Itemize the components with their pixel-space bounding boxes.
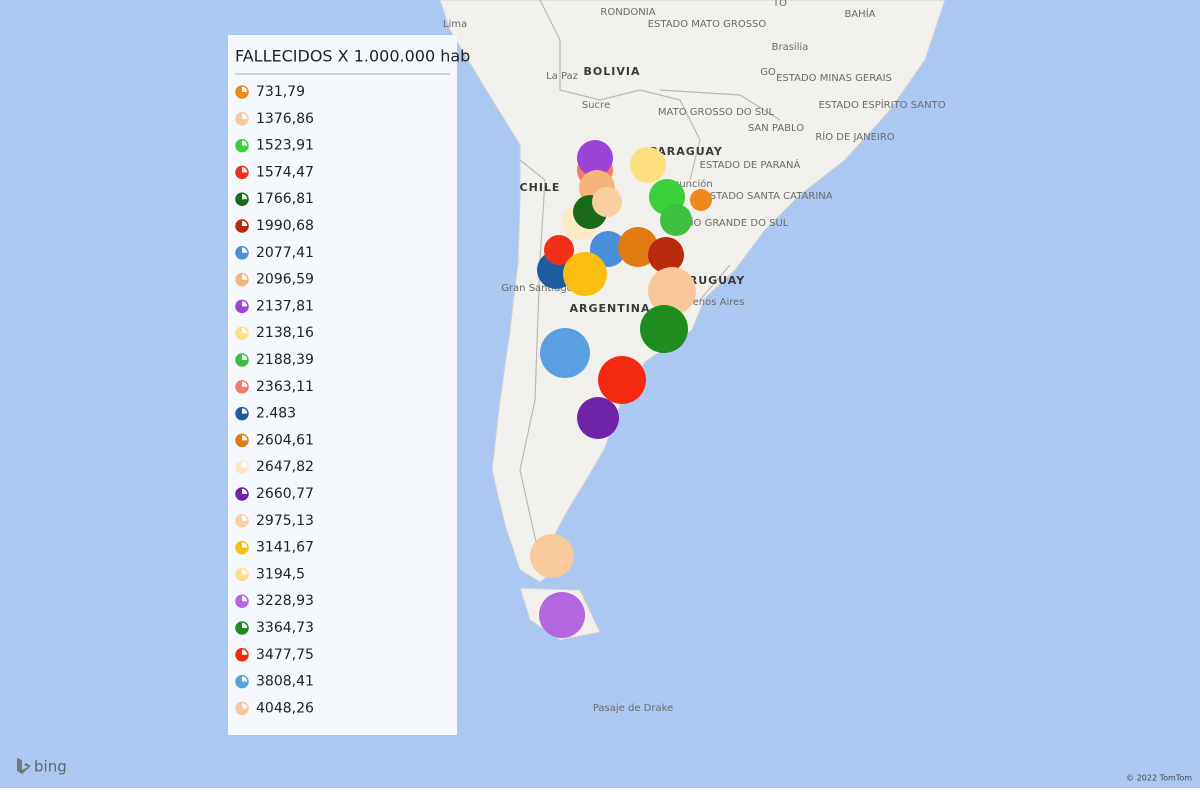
- legend-icon: [236, 461, 248, 474]
- map-label: RÍO DE JANEIRO: [815, 130, 894, 143]
- legend-icon: [236, 702, 248, 715]
- bubble: [592, 187, 622, 217]
- legend-icon: [236, 112, 248, 125]
- map-label: SAN PABLO: [748, 123, 804, 134]
- legend-icon: [236, 541, 248, 554]
- bubble: [539, 592, 585, 638]
- map-label: RONDONIA: [600, 7, 655, 18]
- legend-label: 2188,39: [256, 352, 314, 368]
- legend-icon: [236, 434, 248, 447]
- legend-label: 1376,86: [256, 111, 314, 127]
- legend-label: 3808,41: [256, 674, 314, 690]
- legend-label: 2975,13: [256, 513, 314, 529]
- map-label: ESTADO MINAS GERAIS: [776, 73, 892, 84]
- legend-label: 2077,41: [256, 245, 314, 261]
- legend-label: 731,79: [256, 84, 305, 100]
- legend-label: 1574,47: [256, 164, 314, 180]
- legend-label: 3228,93: [256, 593, 314, 609]
- bubble: [544, 235, 574, 265]
- legend-label: 1523,91: [256, 138, 314, 154]
- legend-label: 2138,16: [256, 325, 314, 341]
- bubble: [690, 189, 712, 211]
- map-label: URUGUAY: [679, 274, 745, 287]
- map-label: Pasaje de Drake: [593, 703, 673, 714]
- bubble: [630, 147, 666, 183]
- bubble: [530, 534, 574, 578]
- legend-icon: [236, 193, 248, 206]
- map-label: Gran Santiago: [501, 283, 573, 294]
- legend-icon: [236, 407, 248, 420]
- legend-icon: [236, 139, 248, 152]
- map-label: ESTADO SANTA CATARINA: [703, 191, 832, 202]
- bubble: [660, 204, 692, 236]
- map-label: MATO GROSSO DO SUL: [658, 107, 775, 118]
- bubble: [577, 140, 613, 176]
- brand: bing: [34, 758, 67, 776]
- legend-label: 3194,5: [256, 566, 305, 582]
- bubble: [648, 267, 696, 315]
- legend-label: 4048,26: [256, 700, 314, 716]
- bubble: [598, 356, 646, 404]
- map-label: Brasilia: [772, 42, 809, 53]
- map-label: ESTADO ESPÍRITO SANTO: [818, 98, 945, 111]
- legend-label: 2660,77: [256, 486, 314, 502]
- legend-icon: [236, 166, 248, 179]
- map-label: PARAGUAY: [649, 145, 723, 158]
- legend-icon: [236, 514, 248, 527]
- map-label: RÍO GRANDE DO SUL: [684, 216, 789, 229]
- map-label: CHILE: [520, 181, 561, 194]
- map-label: La Paz: [546, 71, 578, 82]
- legend-title: FALLECIDOS X 1.000.000 hab: [235, 47, 470, 66]
- map-label: BOLIVIA: [584, 65, 641, 78]
- legend-icon: [236, 220, 248, 232]
- border: [519, 0, 781, 561]
- legend-label: 1990,68: [256, 218, 314, 234]
- legend-label: 2.483: [256, 406, 296, 422]
- legend-icon: [236, 246, 248, 259]
- legend-icon: [236, 675, 248, 688]
- bubble: [577, 397, 619, 439]
- map-label: Buenos Aires: [679, 297, 744, 308]
- legend-icon: [236, 300, 248, 313]
- brand-logo: [17, 758, 31, 774]
- legend-label: 3477,75: [256, 647, 314, 663]
- bubbles: [530, 140, 712, 638]
- legend-icon: [236, 622, 248, 634]
- legend-icon: [236, 380, 248, 393]
- legend-label: 2137,81: [256, 298, 314, 314]
- legend-icon: [236, 595, 248, 608]
- legend-icon: [236, 86, 248, 98]
- map-label: ARGENTINA: [569, 302, 650, 315]
- legend-label: 2647,82: [256, 459, 314, 475]
- map-label: ESTADO DE PARANÁ: [700, 158, 801, 171]
- legend-label: 3364,73: [256, 620, 314, 636]
- bubble: [648, 237, 684, 273]
- legend-panel: [228, 35, 457, 735]
- bubble: [618, 227, 658, 267]
- legend-label: 1766,81: [256, 191, 314, 207]
- legend-label: 2604,61: [256, 432, 314, 448]
- legend-label: 3141,67: [256, 540, 314, 556]
- map-label: BAHÍA: [844, 7, 875, 20]
- map-label: TO: [772, 0, 787, 9]
- bubble: [563, 252, 607, 296]
- map-label: Lima: [443, 19, 467, 30]
- legend-icon: [236, 327, 248, 340]
- map-label: Sucre: [582, 100, 610, 111]
- legend-label: 2096,59: [256, 272, 314, 288]
- legend-icon: [236, 568, 248, 581]
- legend-label: 2363,11: [256, 379, 314, 395]
- legend-icon: [236, 648, 248, 661]
- legend-icon: [236, 354, 248, 366]
- legend-icon: [236, 488, 248, 500]
- legend-icon: [236, 273, 248, 286]
- map-label: ESTADO MATO GROSSO: [648, 19, 767, 30]
- bubble: [640, 305, 688, 353]
- bubble: [540, 328, 590, 378]
- copyright: © 2022 TomTom: [1126, 774, 1192, 783]
- map-label: GO: [760, 67, 776, 78]
